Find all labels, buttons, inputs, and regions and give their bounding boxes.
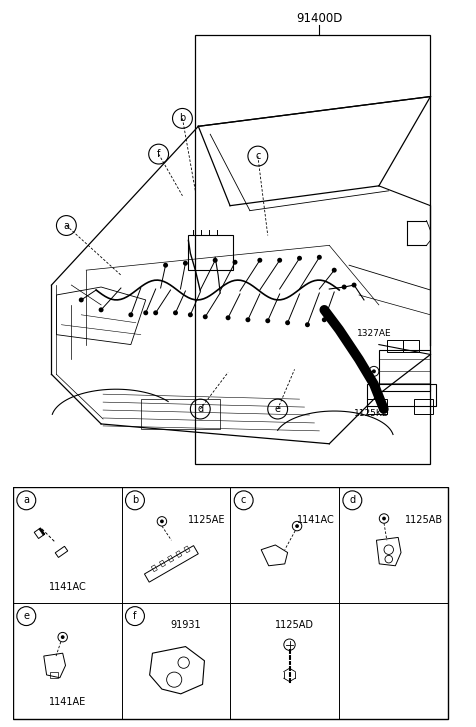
Circle shape xyxy=(233,260,238,265)
Circle shape xyxy=(163,262,168,268)
Circle shape xyxy=(295,524,299,528)
Text: a: a xyxy=(63,220,69,230)
Circle shape xyxy=(99,308,104,313)
Circle shape xyxy=(188,313,193,317)
Bar xyxy=(50,672,58,678)
Circle shape xyxy=(342,284,347,289)
Text: 1327AE: 1327AE xyxy=(357,329,392,337)
Circle shape xyxy=(317,254,322,260)
Circle shape xyxy=(305,322,310,327)
Circle shape xyxy=(213,258,218,262)
Text: a: a xyxy=(23,495,30,505)
Circle shape xyxy=(297,256,302,261)
Text: d: d xyxy=(349,495,356,505)
Circle shape xyxy=(265,318,270,324)
Bar xyxy=(414,399,434,414)
Bar xyxy=(188,236,233,270)
Circle shape xyxy=(160,520,164,523)
Circle shape xyxy=(246,317,250,322)
Bar xyxy=(379,350,430,391)
Circle shape xyxy=(61,635,65,639)
Text: 1125AD: 1125AD xyxy=(275,620,314,630)
Text: 91400D: 91400D xyxy=(296,12,343,25)
Text: b: b xyxy=(179,113,186,124)
Circle shape xyxy=(226,316,230,321)
Text: b: b xyxy=(132,495,138,505)
Text: 1125AE: 1125AE xyxy=(188,515,226,526)
Text: e: e xyxy=(23,611,30,621)
Text: 1141AE: 1141AE xyxy=(49,697,86,707)
Bar xyxy=(195,35,430,464)
Text: 1125KD: 1125KD xyxy=(354,409,390,418)
Bar xyxy=(367,385,436,406)
Circle shape xyxy=(285,321,290,325)
Text: e: e xyxy=(275,404,281,414)
Circle shape xyxy=(173,310,178,316)
Text: 1141AC: 1141AC xyxy=(297,515,335,526)
Circle shape xyxy=(129,313,133,317)
Text: c: c xyxy=(241,495,247,505)
Circle shape xyxy=(382,517,386,521)
Text: 1125AB: 1125AB xyxy=(405,515,443,526)
Circle shape xyxy=(258,258,262,262)
Circle shape xyxy=(203,314,208,319)
Bar xyxy=(387,340,403,352)
Polygon shape xyxy=(39,528,45,535)
Circle shape xyxy=(322,317,327,322)
Circle shape xyxy=(372,369,376,374)
Bar xyxy=(141,399,220,429)
Circle shape xyxy=(153,310,158,316)
Circle shape xyxy=(332,268,337,273)
Circle shape xyxy=(183,261,188,265)
Circle shape xyxy=(277,258,282,262)
Text: f: f xyxy=(157,149,160,159)
Text: d: d xyxy=(197,404,203,414)
Circle shape xyxy=(79,297,84,302)
Bar xyxy=(403,340,418,352)
Circle shape xyxy=(143,310,148,316)
Text: 1141AC: 1141AC xyxy=(49,582,86,592)
Circle shape xyxy=(352,283,357,287)
Text: 91931: 91931 xyxy=(170,620,201,630)
Bar xyxy=(367,399,387,414)
Text: f: f xyxy=(133,611,137,621)
Text: c: c xyxy=(255,151,260,161)
